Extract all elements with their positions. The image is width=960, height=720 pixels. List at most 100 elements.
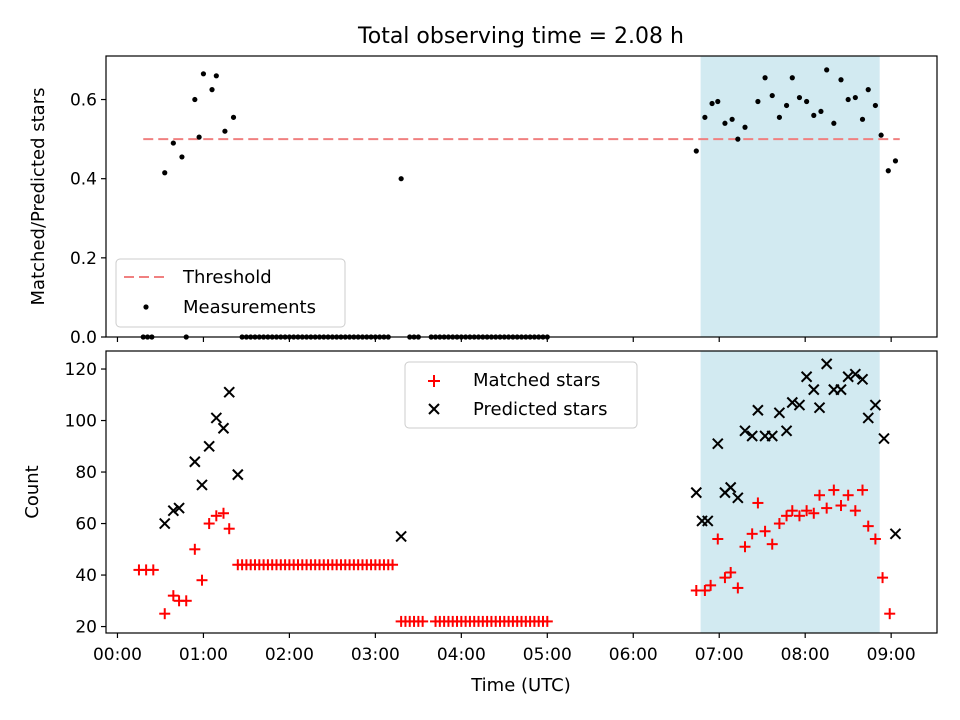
count-legend: Matched stars Predicted stars xyxy=(404,361,638,429)
ratio-legend: Threshold Measurements xyxy=(115,258,346,328)
predicted-star-point xyxy=(856,373,869,386)
y-tick-label: 100 xyxy=(65,412,97,432)
predicted-star-point xyxy=(712,438,724,450)
matched-star-point xyxy=(167,590,179,602)
predicted-star-point xyxy=(732,492,744,504)
predicted-star-point xyxy=(780,425,793,437)
predicted-star-point xyxy=(210,412,223,424)
measurement-point xyxy=(885,168,891,174)
predicted-star-point xyxy=(739,425,751,437)
ratio-legend-box xyxy=(115,258,346,328)
measurement-point xyxy=(162,170,168,176)
x-tick-label: 08:00 xyxy=(781,645,830,665)
matched-star-point xyxy=(842,489,854,501)
measurement-point xyxy=(789,75,795,81)
y-tick-label: 20 xyxy=(75,618,97,638)
measurement-point xyxy=(811,112,817,118)
predicted-star-point xyxy=(878,432,890,445)
predicted-star-point xyxy=(808,383,820,396)
predicted-star-point xyxy=(159,517,171,530)
measurement-point xyxy=(865,87,871,93)
matched-star-point xyxy=(417,615,429,627)
measurement-point xyxy=(398,176,404,182)
legend-measurements-label: Measurements xyxy=(183,297,316,318)
predicted-star-point xyxy=(167,504,180,517)
x-tick-label: 01:00 xyxy=(179,645,228,665)
measurement-point xyxy=(722,120,728,126)
ratio-y-ticks: 0.0 0.2 0.4 0.6 xyxy=(70,91,106,348)
y-tick-label: 0.0 xyxy=(70,328,97,348)
predicted-star-point xyxy=(849,368,862,380)
count-x-ticks: 00:00 01:00 02:00 03:00 04:00 05:00 06:00 07:00… xyxy=(93,633,916,665)
measurement-point xyxy=(755,98,761,105)
matched-star-point xyxy=(793,510,805,522)
matched-star-point xyxy=(884,608,896,620)
predicted-star-point xyxy=(217,422,230,434)
y-tick-label: 40 xyxy=(75,566,97,586)
count-highlight-span xyxy=(700,351,880,633)
ratio-y-axis-label: Matched/Predicted stars xyxy=(28,88,49,306)
matched-star-point xyxy=(869,533,881,545)
legend-measurements-swatch xyxy=(143,304,149,310)
measurement-point xyxy=(845,96,851,103)
predicted-star-point xyxy=(752,404,764,416)
legend-threshold-label: Threshold xyxy=(182,267,272,288)
y-tick-label: 0.4 xyxy=(70,170,97,190)
predicted-star-point xyxy=(862,412,874,424)
measurement-point xyxy=(702,114,708,120)
predicted-star-point xyxy=(203,440,215,452)
predicted-star-point xyxy=(724,481,737,494)
matched-star-point xyxy=(835,500,847,512)
count-axes-frame xyxy=(105,350,938,634)
matched-star-point xyxy=(781,510,793,522)
x-tick-label: 05:00 xyxy=(523,645,572,665)
matched-star-point xyxy=(387,559,399,571)
measurement-point xyxy=(200,71,207,77)
legend-predicted-label: Predicted stars xyxy=(473,399,607,420)
y-tick-label: 120 xyxy=(65,360,97,380)
predicted-star-point xyxy=(800,371,813,383)
predicted-star-point xyxy=(793,399,806,411)
legend-matched-label: Matched stars xyxy=(473,370,600,391)
predicted-star-point xyxy=(820,358,833,370)
measurement-point xyxy=(796,94,803,101)
measurement-point xyxy=(179,154,185,160)
predicted-star-point xyxy=(746,430,758,442)
ratio-axes-frame xyxy=(105,55,938,338)
measurement-point xyxy=(715,98,721,105)
matched-star-point xyxy=(203,518,215,530)
matched-star-point xyxy=(814,489,826,501)
measurement-point xyxy=(230,114,237,120)
predicted-star-point xyxy=(813,401,826,414)
measurement-point xyxy=(824,67,830,73)
y-tick-label: 60 xyxy=(75,515,97,535)
matched-star-point xyxy=(705,579,717,591)
matched-star-point xyxy=(808,507,820,519)
matched-star-point xyxy=(223,523,235,535)
legend-matched-swatch xyxy=(428,375,440,387)
y-tick-label: 80 xyxy=(75,463,97,483)
matched-star-point xyxy=(877,572,889,584)
measurement-point xyxy=(742,124,748,130)
x-tick-label: 02:00 xyxy=(265,645,314,665)
measurement-point xyxy=(859,116,866,122)
predicted-star-point xyxy=(173,502,185,514)
matched-star-points xyxy=(133,484,896,627)
matched-star-point xyxy=(180,595,192,607)
predicted-star-point xyxy=(702,515,714,527)
matched-star-point xyxy=(712,533,724,545)
predicted-star-point xyxy=(196,479,208,491)
predicted-star-point xyxy=(189,456,201,468)
measurement-point xyxy=(852,94,858,101)
measurement-point xyxy=(783,102,790,109)
measurement-point xyxy=(735,136,741,142)
measurement-point xyxy=(222,128,228,134)
matched-star-point xyxy=(801,505,813,517)
matched-star-point xyxy=(856,484,868,496)
matched-star-point xyxy=(147,564,159,576)
x-tick-label: 06:00 xyxy=(609,645,658,665)
measurement-point xyxy=(878,132,884,138)
y-tick-label: 0.2 xyxy=(70,249,97,269)
ratio-panel: 0.0 0.2 0.4 0.6 Matched/Predicted stars Thr… xyxy=(28,55,938,348)
matched-star-point xyxy=(739,541,751,553)
